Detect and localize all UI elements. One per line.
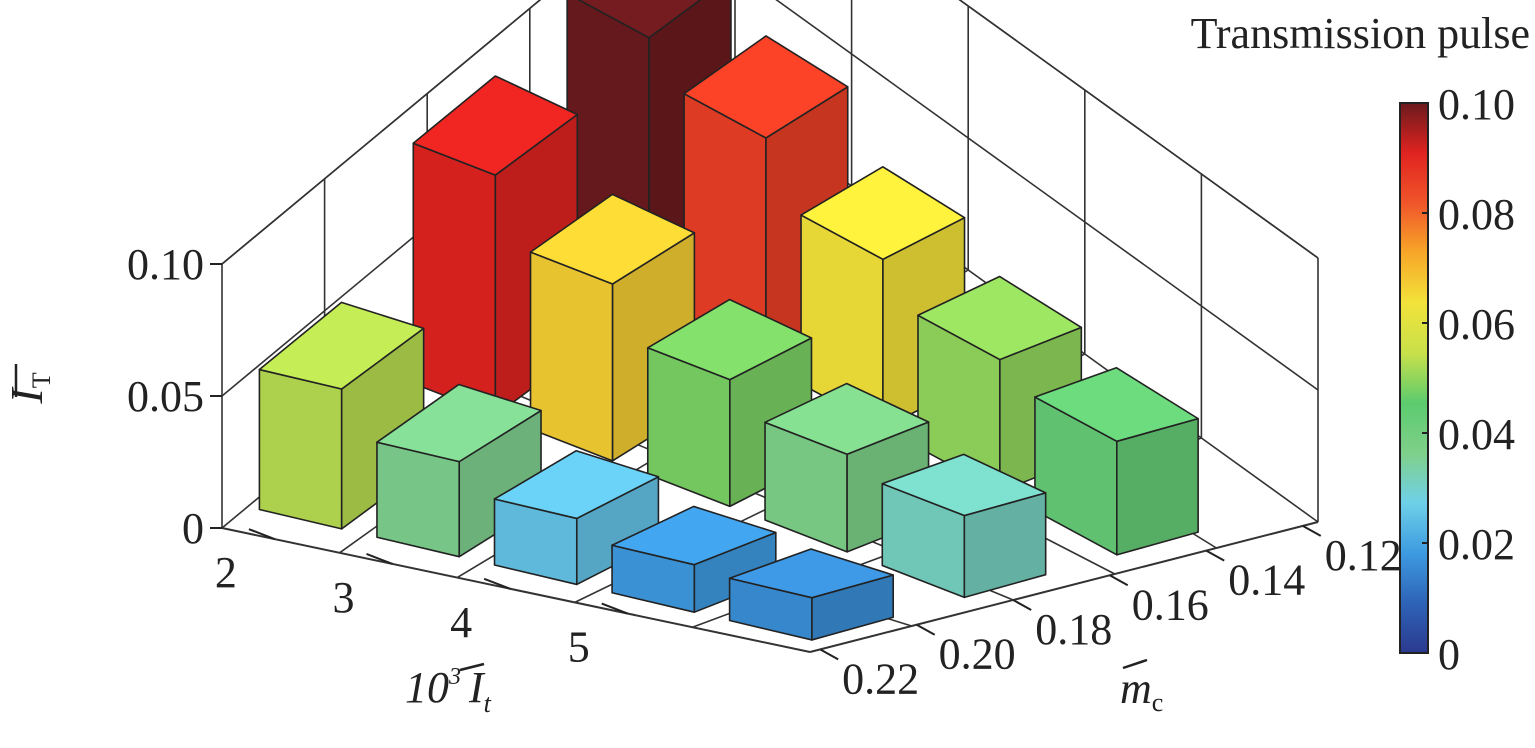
bar-top-face xyxy=(1034,366,1199,443)
x-axis-label-overbar xyxy=(1122,658,1148,670)
y-tick-label: 3 xyxy=(333,573,355,622)
bar xyxy=(1034,366,1199,556)
colorbar-tick-label: 0.08 xyxy=(1438,190,1515,239)
z-tick-label: 0.05 xyxy=(127,372,204,421)
bar-front-face xyxy=(258,368,343,530)
bar-top-face xyxy=(258,301,425,390)
bar-top-face xyxy=(728,548,895,599)
grid-line xyxy=(809,521,1319,653)
bar-top-face xyxy=(683,35,849,139)
y-tick-label: 2 xyxy=(215,548,237,597)
bar-side-face xyxy=(1116,417,1199,556)
bar xyxy=(376,383,542,558)
colorbar-tick-label: 0 xyxy=(1438,630,1460,679)
y-tick xyxy=(601,602,629,615)
y-tick xyxy=(366,553,393,565)
bar-top-face xyxy=(577,0,702,39)
axes: 0 0.05 0.10 2 3 4 5 0.22 0.20 0.18 0.16 0.14 0.12 xyxy=(127,240,1402,703)
bar xyxy=(881,453,1047,599)
bar-top-face xyxy=(881,453,1047,517)
bar-top-face xyxy=(764,382,930,455)
colorbar: Transmission pulse 0.10 0.08 0.06 0.04 0.02 0 xyxy=(1191,9,1530,679)
bar-top-face xyxy=(412,75,579,176)
bar-top-face xyxy=(917,275,1083,361)
grid-line xyxy=(221,527,811,653)
z-tick-label: 0 xyxy=(182,504,204,553)
x-tick xyxy=(1205,549,1225,562)
bar-top-face xyxy=(529,193,696,285)
x-tick xyxy=(819,648,839,661)
x-tick-label: 0.20 xyxy=(939,630,1016,679)
colorbar-title: Transmission pulse xyxy=(1191,9,1530,58)
x-tick xyxy=(1302,525,1322,537)
z-tick-label: 0.10 xyxy=(127,240,204,289)
y-axis-label-overbar xyxy=(459,662,485,672)
bar-top-face xyxy=(611,505,777,566)
bar-top-face xyxy=(376,383,542,463)
bar-front-face xyxy=(412,142,497,417)
bar-top-face xyxy=(646,298,813,381)
bar xyxy=(728,548,895,641)
grid-line xyxy=(958,0,1319,259)
y-tick-label: 5 xyxy=(568,623,590,672)
x-tick-label: 0.16 xyxy=(1132,580,1209,629)
y-tick xyxy=(248,528,276,541)
colorbar-tick-label: 0.02 xyxy=(1438,520,1515,569)
x-tick xyxy=(916,623,936,636)
x-tick-label: 0.18 xyxy=(1035,605,1112,654)
colorbar-gradient xyxy=(1399,102,1429,654)
x-tick-label: 0.14 xyxy=(1228,556,1305,605)
bars xyxy=(258,0,1199,641)
bar xyxy=(493,449,660,586)
colorbar-tick-label: 0.10 xyxy=(1438,80,1515,129)
y-tick xyxy=(483,577,511,590)
bar-top-face xyxy=(493,449,660,520)
grid-line xyxy=(221,0,542,265)
x-tick xyxy=(1012,599,1032,611)
y-tick-label: 4 xyxy=(450,598,472,647)
bar-top-face xyxy=(800,165,966,261)
x-tick-label: 0.12 xyxy=(1325,531,1402,580)
grid-line xyxy=(775,0,1319,391)
bar-front-face xyxy=(529,251,614,462)
colorbar-tick-label: 0.06 xyxy=(1438,300,1515,349)
y-axis-label: 103 It xyxy=(405,663,492,718)
x-tick-label: 0.22 xyxy=(842,654,919,703)
colorbar-tick-label: 0.04 xyxy=(1438,410,1515,459)
axis-labels: IT 103 It mc xyxy=(1,364,1163,718)
x-tick xyxy=(1109,574,1129,587)
x-axis-label: mc xyxy=(1120,664,1163,717)
z-axis-label: IT xyxy=(1,372,56,404)
